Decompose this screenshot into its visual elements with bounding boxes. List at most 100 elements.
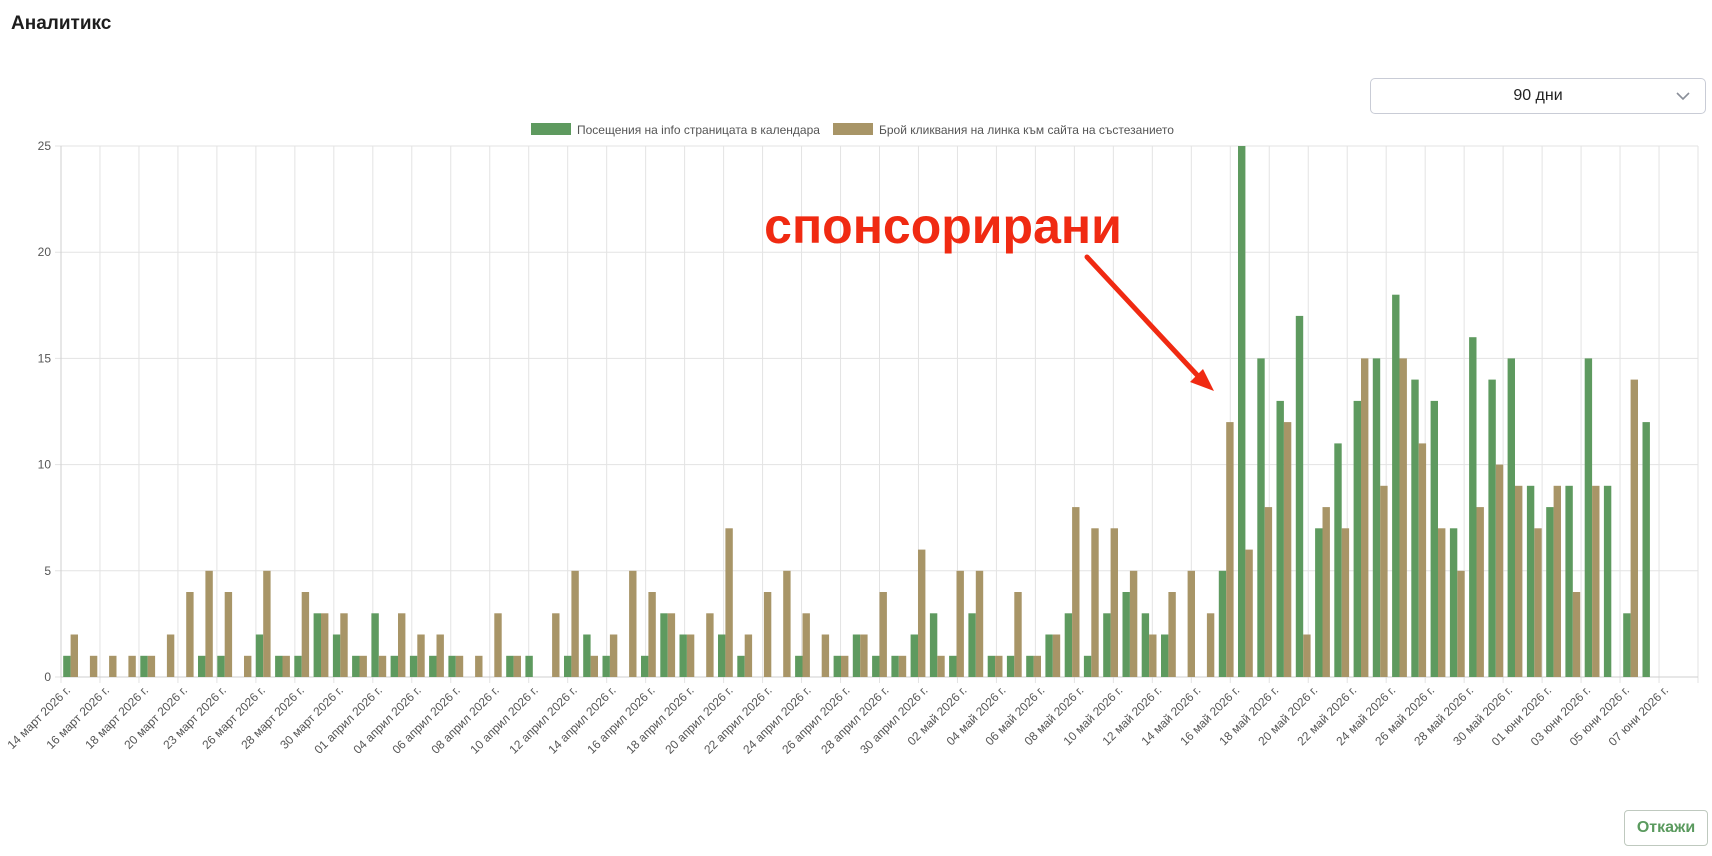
annotation-arrow (1084, 254, 1201, 379)
clicks-bar (340, 613, 348, 677)
visits-bar (429, 655, 437, 677)
x-tick-label: 16 април 2026 г. (584, 683, 657, 756)
x-tick-label: 30 април 2026 г. (857, 683, 930, 756)
legend-label: Брой кликвания на линка към сайта на със… (879, 123, 1174, 137)
clicks-bar (1457, 570, 1465, 677)
cancel-button[interactable]: Откажи (1624, 810, 1708, 846)
x-tick-label: 04 април 2026 г. (350, 683, 423, 756)
x-tick-label: 24 април 2026 г. (740, 683, 813, 756)
visits-bar (1565, 485, 1573, 677)
visits-bar (1161, 634, 1169, 677)
visits-bar (255, 634, 264, 677)
visits-bar (1488, 379, 1496, 677)
chart-legend: Посещения на info страницата в календара… (531, 123, 1174, 137)
visits-bar (987, 655, 996, 677)
y-tick-label: 15 (38, 351, 52, 365)
visits-bar (1392, 294, 1400, 677)
period-select[interactable]: 90 дни (1370, 78, 1706, 114)
clicks-bar (513, 655, 521, 677)
clicks-bar (1187, 570, 1195, 677)
annotation-label: спонсорирани (764, 198, 1122, 254)
visits-bar (1218, 570, 1227, 677)
visits-bar (679, 634, 687, 677)
visits-bar (929, 613, 938, 677)
visits-bar (313, 613, 321, 677)
visits-bar (795, 655, 803, 677)
clicks-bar (1361, 358, 1369, 677)
clicks-bar (205, 570, 213, 677)
visits-bar (1141, 613, 1150, 677)
clicks-bar (1399, 358, 1407, 677)
x-tick-label: 22 април 2026 г. (701, 683, 774, 756)
visits-bar (564, 655, 572, 677)
visits-bar (1006, 655, 1015, 677)
x-tick-label: 08 април 2026 г. (428, 683, 501, 756)
visits-bar (275, 655, 283, 677)
clicks-bar (109, 655, 117, 677)
clicks-bar (147, 655, 156, 677)
x-tick-label: 01 април 2026 г. (312, 683, 385, 756)
visits-bar (949, 655, 957, 677)
clicks-bar (898, 655, 907, 677)
clicks-bar (956, 570, 964, 677)
clicks-bar (648, 592, 656, 677)
clicks-bar (975, 570, 984, 677)
clicks-bar (1380, 485, 1388, 677)
visits-bar (1064, 613, 1073, 677)
x-tick-label: 10 април 2026 г. (467, 683, 540, 756)
clicks-bar (1534, 528, 1542, 677)
y-tick-label: 0 (44, 670, 51, 684)
visits-bar (1430, 400, 1438, 677)
visits-bar (1353, 400, 1361, 677)
visits-bar (660, 613, 668, 677)
clicks-bar (244, 655, 252, 677)
clicks-bar (417, 634, 425, 677)
clicks-bar (1129, 570, 1138, 677)
clicks-bar (1303, 634, 1311, 677)
visits-bar (1122, 592, 1130, 677)
visits-bar (737, 655, 745, 677)
visits-bar (409, 655, 418, 677)
visits-bar (1449, 528, 1458, 677)
visits-bar (1103, 613, 1111, 677)
clicks-bar (918, 549, 926, 677)
x-tick-label: 20 април 2026 г. (662, 683, 735, 756)
clicks-bar (436, 634, 444, 677)
visits-bar (1045, 634, 1053, 677)
visits-bar (718, 634, 726, 677)
visits-bar (294, 655, 302, 677)
clicks-bar (301, 592, 310, 677)
x-tick-label: 12 април 2026 г. (506, 683, 579, 756)
clicks-bar (224, 592, 233, 677)
clicks-bar (282, 655, 290, 677)
clicks-bar (1226, 422, 1234, 677)
clicks-bar (455, 655, 464, 677)
clicks-bar (1630, 379, 1638, 677)
clicks-bar (1515, 485, 1523, 677)
visits-bar (140, 655, 148, 677)
clicks-bar (1206, 613, 1215, 677)
visits-bar (1257, 358, 1265, 677)
clicks-bar (1052, 634, 1061, 677)
legend-swatch (531, 123, 571, 135)
visits-bar (891, 655, 899, 677)
visits-bar (1026, 655, 1034, 677)
clicks-bar (725, 528, 733, 677)
visits-bar (1411, 379, 1419, 677)
clicks-bar (1033, 655, 1041, 677)
clicks-bar (937, 655, 945, 677)
visits-bar (525, 655, 533, 677)
x-tick-label: 14 април 2026 г. (545, 683, 618, 756)
clicks-bar (860, 634, 868, 677)
chevron-down-icon (1676, 92, 1690, 101)
clicks-bar (1168, 592, 1176, 677)
page-title: Аналитикс (11, 13, 112, 34)
clicks-bar (1245, 549, 1253, 677)
visits-bar (352, 655, 360, 677)
clicks-bar (494, 613, 502, 677)
clicks-bar (571, 570, 579, 677)
visits-bar (390, 655, 398, 677)
clicks-bar (1072, 507, 1080, 677)
x-tick-label: 26 април 2026 г. (779, 683, 852, 756)
y-tick-label: 10 (38, 458, 52, 472)
